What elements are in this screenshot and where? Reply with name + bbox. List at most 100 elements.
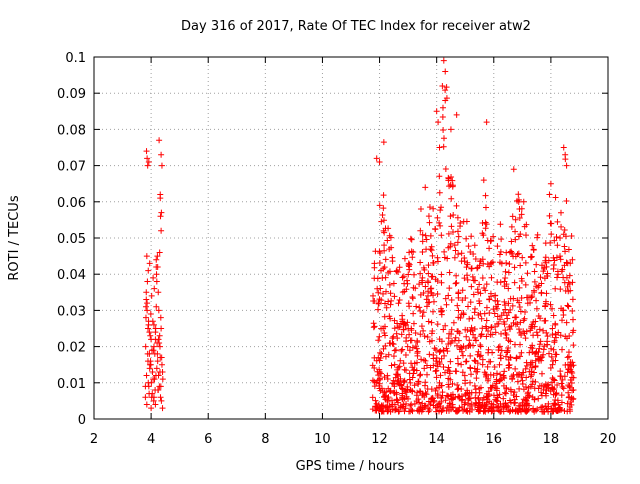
- data-point: [430, 298, 437, 305]
- data-point: [434, 254, 441, 261]
- data-point: [566, 281, 573, 288]
- data-point: [548, 220, 555, 227]
- y-tick-label: 0: [78, 413, 86, 428]
- data-point: [427, 246, 434, 253]
- x-tick-label: 4: [147, 432, 155, 447]
- data-point: [508, 248, 515, 255]
- data-point: [556, 253, 563, 260]
- y-axis-label: ROTI / TECUs: [7, 195, 22, 280]
- data-point: [476, 297, 483, 304]
- data-point: [428, 247, 435, 254]
- data-point: [420, 309, 427, 316]
- data-point: [468, 265, 475, 272]
- data-point: [406, 347, 413, 354]
- data-point: [479, 275, 486, 282]
- data-point: [474, 368, 481, 375]
- data-point: [385, 298, 392, 305]
- data-point: [147, 361, 154, 368]
- data-point: [525, 385, 532, 392]
- data-point: [455, 251, 462, 258]
- data-point: [463, 264, 470, 271]
- data-point: [512, 216, 519, 223]
- data-point: [538, 280, 545, 287]
- data-point: [398, 382, 405, 389]
- data-point: [390, 389, 397, 396]
- data-point: [473, 400, 480, 407]
- data-point: [410, 370, 417, 377]
- data-point: [461, 275, 468, 282]
- data-point: [459, 396, 466, 403]
- data-point: [557, 209, 564, 216]
- data-point: [392, 406, 399, 413]
- y-tick-label: 0.01: [57, 377, 86, 392]
- data-point: [540, 346, 547, 353]
- data-point: [413, 345, 420, 352]
- y-tick-label: 0.09: [57, 87, 86, 102]
- data-point: [502, 353, 509, 360]
- data-point: [454, 302, 461, 309]
- data-point: [483, 281, 490, 288]
- data-point: [153, 303, 160, 310]
- data-point: [375, 337, 382, 344]
- data-point: [529, 293, 536, 300]
- data-point: [371, 364, 378, 371]
- data-point: [146, 329, 153, 336]
- data-point: [558, 268, 565, 275]
- data-point: [381, 313, 388, 320]
- data-point: [504, 347, 511, 354]
- data-point: [501, 298, 508, 305]
- data-point: [476, 300, 483, 307]
- data-point: [380, 139, 387, 146]
- data-point: [476, 262, 483, 269]
- data-point: [422, 232, 429, 239]
- data-point: [547, 365, 554, 372]
- data-point: [420, 264, 427, 271]
- data-point: [532, 363, 539, 370]
- data-point: [507, 399, 514, 406]
- data-point: [403, 338, 410, 345]
- data-point: [441, 248, 448, 255]
- data-point: [391, 347, 398, 354]
- data-point: [531, 278, 538, 285]
- data-point: [569, 307, 576, 314]
- data-point: [392, 347, 399, 354]
- data-point: [419, 274, 426, 281]
- data-point: [477, 352, 484, 359]
- data-point: [402, 321, 409, 328]
- data-point: [379, 407, 386, 414]
- data-point: [455, 294, 462, 301]
- data-point: [510, 253, 517, 260]
- data-point: [389, 335, 396, 342]
- data-point: [445, 230, 452, 237]
- data-point: [464, 276, 471, 283]
- data-point: [144, 162, 151, 169]
- data-point: [469, 315, 476, 322]
- data-point: [550, 357, 557, 364]
- data-point: [437, 372, 444, 379]
- data-point: [529, 378, 536, 385]
- data-point: [423, 362, 430, 369]
- data-point: [508, 238, 515, 245]
- data-point: [479, 356, 486, 363]
- data-point: [482, 371, 489, 378]
- data-point: [544, 272, 551, 279]
- data-point: [438, 394, 445, 401]
- data-point: [470, 291, 477, 298]
- data-point: [373, 155, 380, 162]
- data-point: [425, 262, 432, 269]
- data-point: [548, 231, 555, 238]
- data-point: [516, 353, 523, 360]
- data-point: [453, 111, 460, 118]
- data-point: [564, 369, 571, 376]
- data-point: [150, 321, 157, 328]
- data-point: [568, 232, 575, 239]
- data-point: [152, 372, 159, 379]
- data-point: [529, 359, 536, 366]
- data-point: [466, 315, 473, 322]
- data-point: [554, 381, 561, 388]
- data-point: [506, 361, 513, 368]
- data-point: [477, 333, 484, 340]
- data-point: [488, 274, 495, 281]
- data-point: [518, 275, 525, 282]
- data-point: [386, 281, 393, 288]
